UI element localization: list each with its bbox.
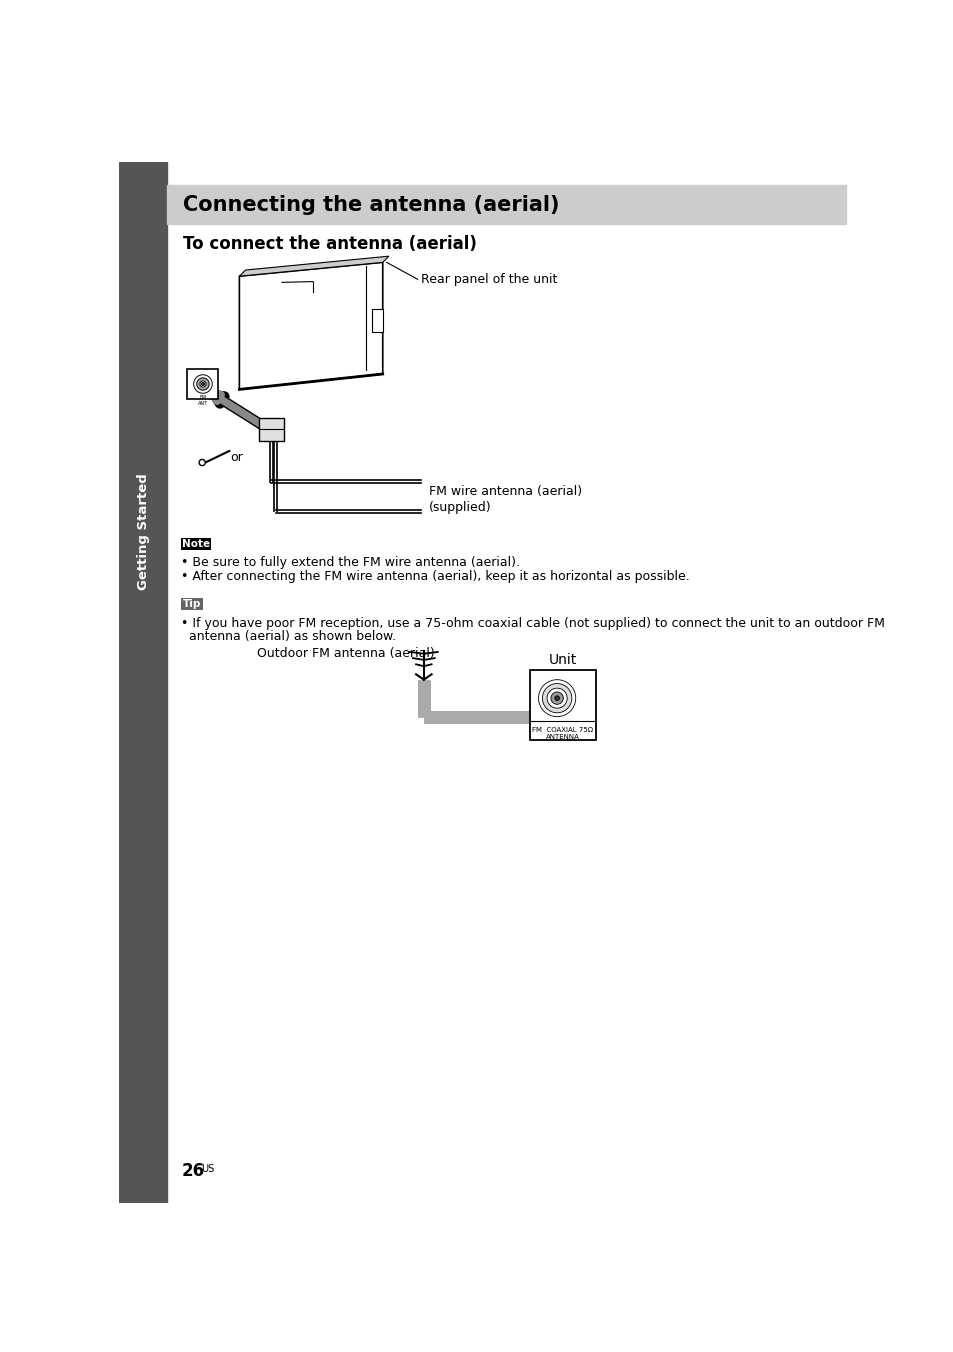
Bar <box>372 308 382 331</box>
Text: US: US <box>201 1164 214 1174</box>
Text: Outdoor FM antenna (aerial): Outdoor FM antenna (aerial) <box>257 648 435 660</box>
Circle shape <box>201 383 204 385</box>
Text: 26: 26 <box>181 1161 204 1180</box>
Text: or: or <box>230 450 243 464</box>
Text: • After connecting the FM wire antenna (aerial), keep it as horizontal as possib: • After connecting the FM wire antenna (… <box>181 571 689 583</box>
Text: Rear panel of the unit: Rear panel of the unit <box>421 273 558 285</box>
Bar <box>258 418 283 441</box>
Text: To connect the antenna (aerial): To connect the antenna (aerial) <box>183 235 476 253</box>
Text: FM wire antenna (aerial): FM wire antenna (aerial) <box>429 485 581 499</box>
Text: FM  COAXIAL 75Ω: FM COAXIAL 75Ω <box>532 727 593 733</box>
Bar <box>167 185 845 224</box>
Bar <box>119 162 167 1203</box>
Bar <box>530 671 596 740</box>
Circle shape <box>537 680 575 717</box>
Text: ANTENNA: ANTENNA <box>545 734 579 740</box>
Polygon shape <box>239 262 382 389</box>
Text: Tip: Tip <box>183 599 201 610</box>
Text: FM
ANT: FM ANT <box>197 395 208 406</box>
Text: (supplied): (supplied) <box>429 500 492 514</box>
Bar <box>181 598 203 610</box>
Circle shape <box>199 381 206 387</box>
Circle shape <box>196 377 209 391</box>
Text: Unit: Unit <box>548 653 577 667</box>
Text: antenna (aerial) as shown below.: antenna (aerial) as shown below. <box>181 630 395 644</box>
Circle shape <box>542 684 571 713</box>
Text: Getting Started: Getting Started <box>136 473 150 591</box>
Circle shape <box>550 692 562 704</box>
Text: Note: Note <box>182 539 210 549</box>
Text: Connecting the antenna (aerial): Connecting the antenna (aerial) <box>183 195 558 215</box>
Circle shape <box>199 460 205 465</box>
Bar <box>181 538 211 550</box>
Circle shape <box>555 696 558 700</box>
Bar <box>187 369 218 399</box>
Text: • If you have poor FM reception, use a 75-ohm coaxial cable (not supplied) to co: • If you have poor FM reception, use a 7… <box>181 617 884 630</box>
Circle shape <box>546 688 567 708</box>
Circle shape <box>193 375 212 393</box>
Text: • Be sure to fully extend the FM wire antenna (aerial).: • Be sure to fully extend the FM wire an… <box>181 557 519 569</box>
Polygon shape <box>239 256 389 276</box>
